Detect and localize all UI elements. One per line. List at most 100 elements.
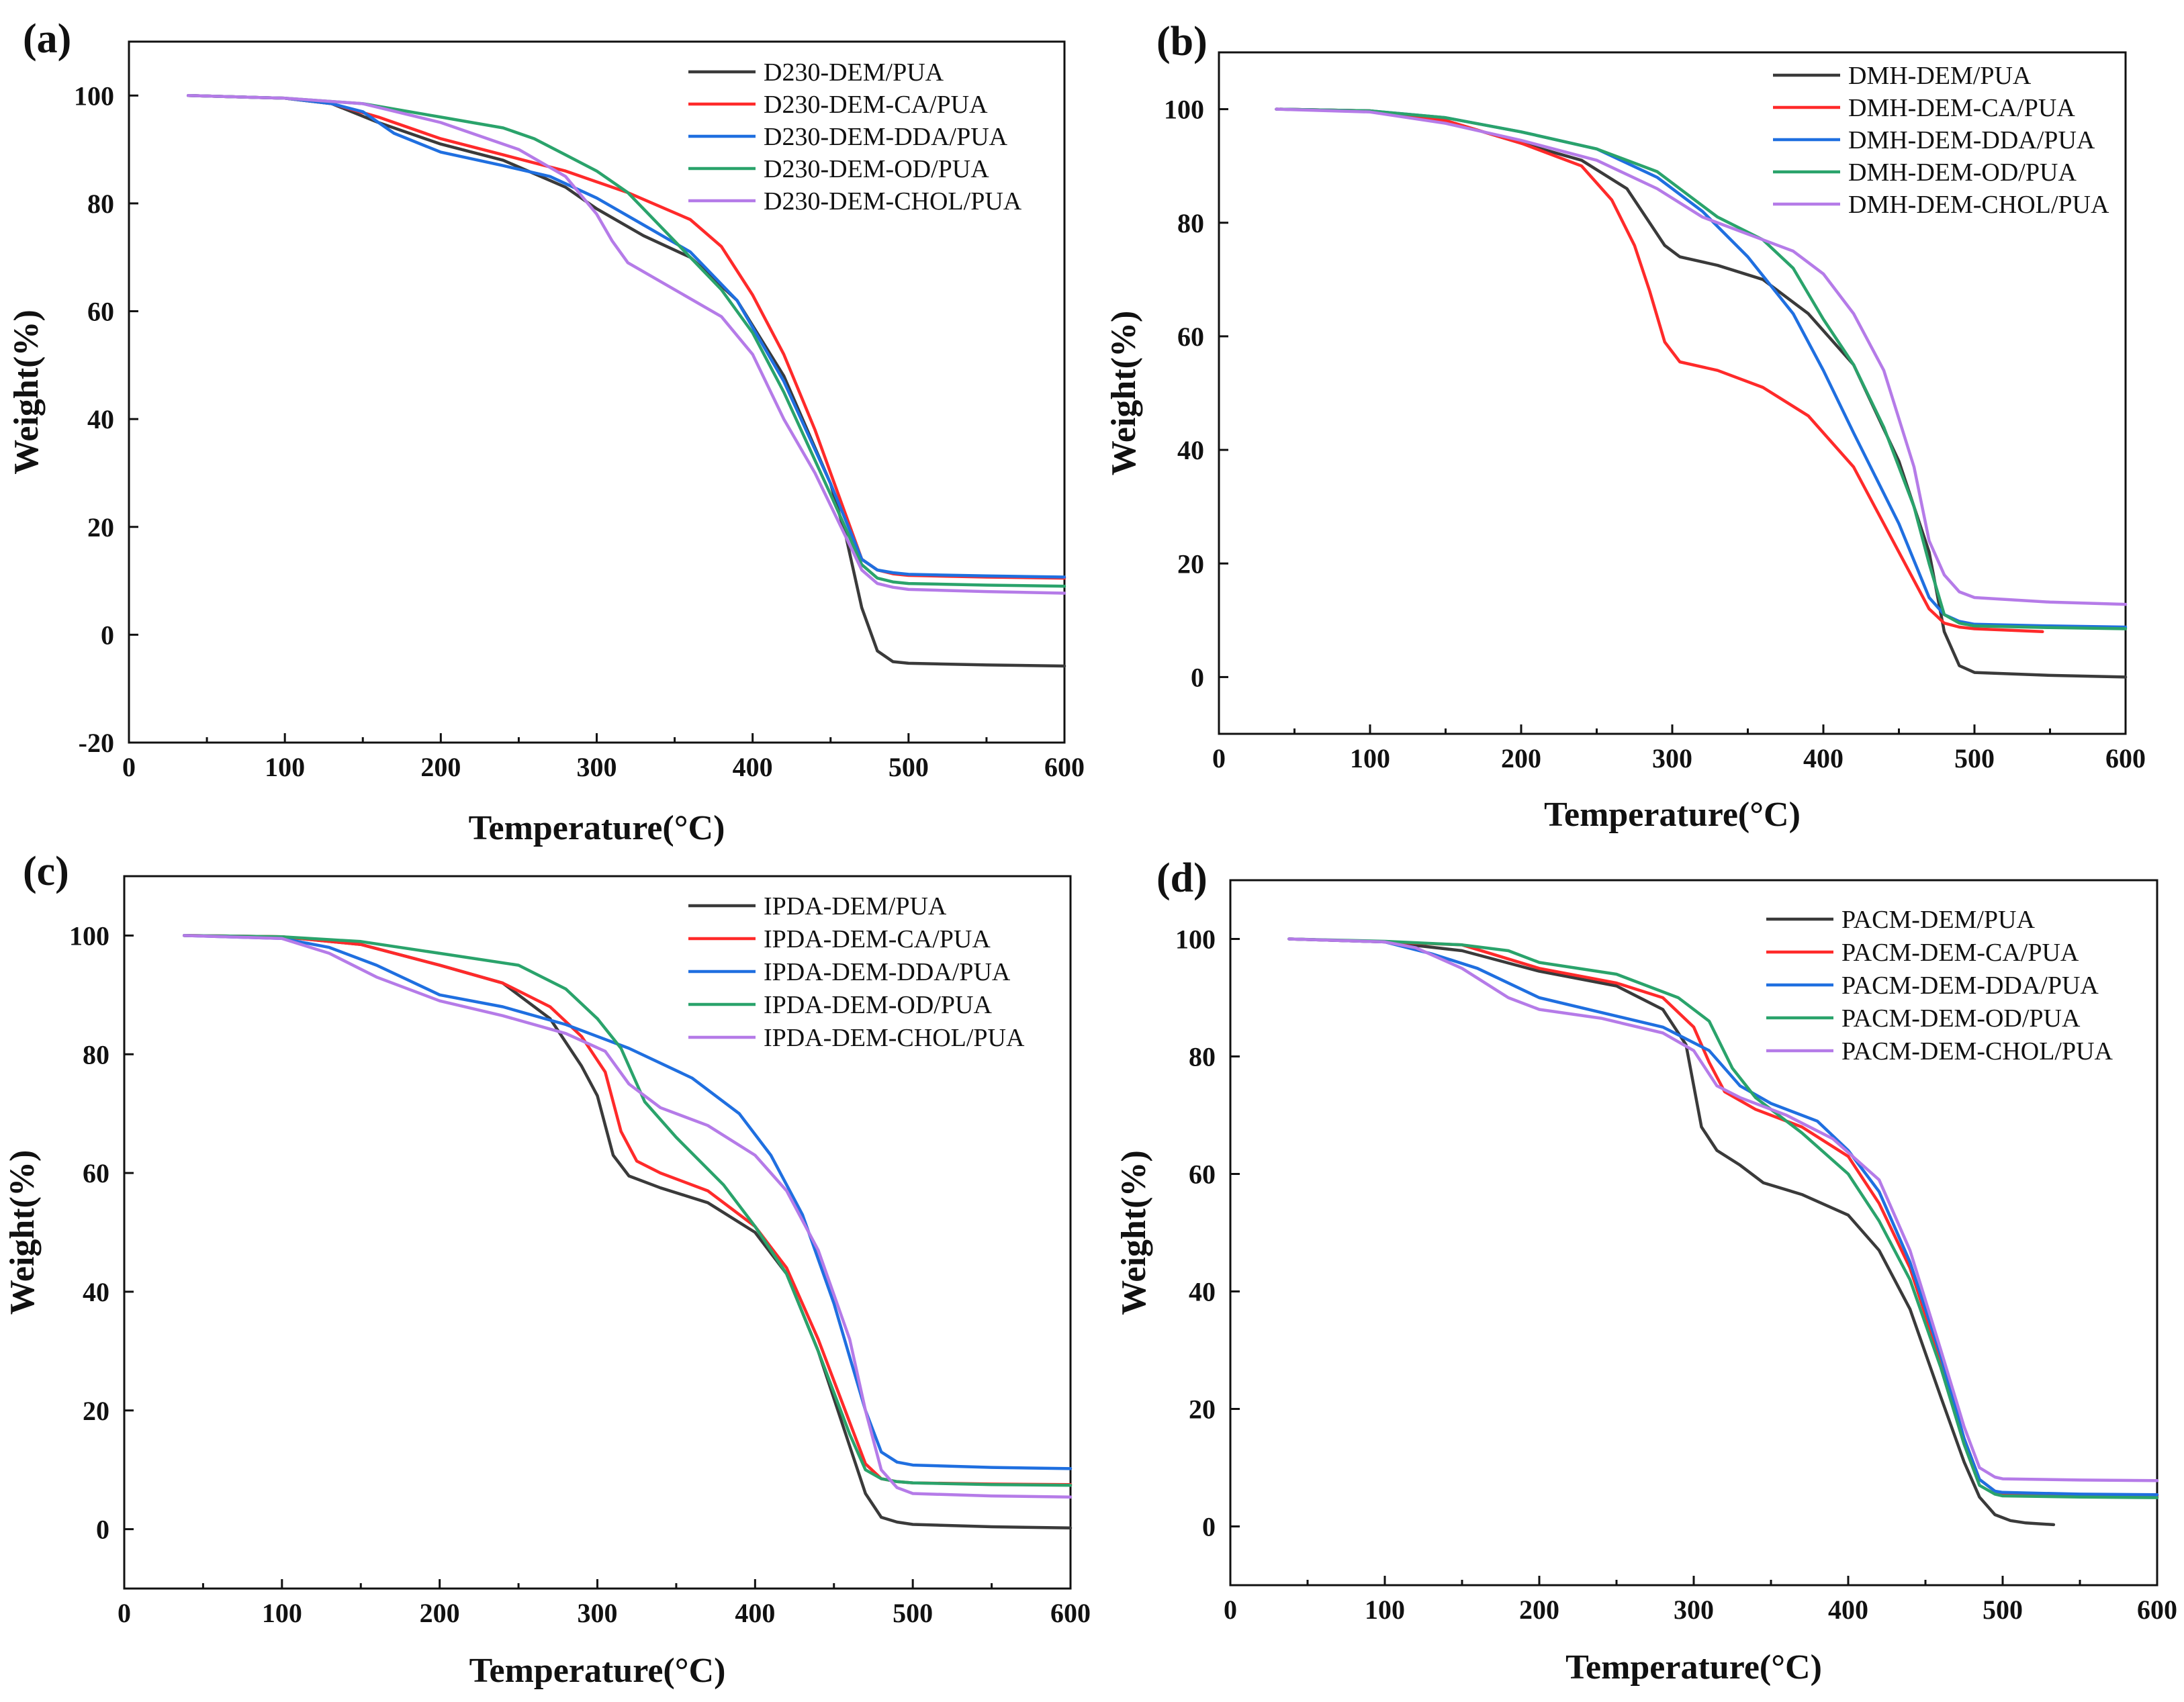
- panel-d: 0 100 200 300 400 500 600 0 20 40 60 80 100 Temperatu…: [1115, 855, 2177, 1687]
- x-tick-label: 400: [1803, 743, 1844, 773]
- legend-label: DMH-DEM-CA/PUA: [1848, 94, 2075, 122]
- legend-label: D230-DEM-DDA/PUA: [764, 123, 1008, 151]
- y-tick-label: 80: [1189, 1042, 1216, 1072]
- x-tick-label: 0: [118, 1598, 131, 1628]
- x-axis-title: Temperature(°C): [1565, 1648, 1822, 1687]
- series-line: [182, 934, 1073, 1499]
- x-tick-label: 400: [733, 752, 773, 782]
- x-tick-label: 600: [2105, 743, 2146, 773]
- panel-letter: (c): [23, 849, 69, 894]
- x-tick-label: 400: [735, 1598, 775, 1628]
- y-tick-label: 60: [83, 1158, 109, 1188]
- x-tick-label: 100: [262, 1598, 302, 1628]
- y-tick-label: -20: [79, 728, 114, 758]
- x-tick-label: 200: [420, 1598, 460, 1628]
- x-tick-label: 600: [1050, 1598, 1091, 1628]
- y-tick-label: 40: [83, 1277, 109, 1307]
- y-tick-label: 20: [83, 1396, 109, 1426]
- x-axis-title: Temperature(°C): [469, 1652, 726, 1690]
- y-tick-label: 60: [87, 297, 114, 327]
- legend-label: DMH-DEM-OD/PUA: [1848, 158, 2077, 187]
- x-axis-title: Temperature(°C): [469, 809, 725, 847]
- legend-label: DMH-DEM-DDA/PUA: [1848, 126, 2095, 154]
- legend-label: PACM-DEM-DDA/PUA: [1841, 972, 2099, 1000]
- series-line: [1287, 937, 2159, 1482]
- x-tick-label: 0: [1224, 1595, 1237, 1625]
- series-line: [1275, 107, 2044, 634]
- series-line: [1275, 107, 2128, 630]
- y-tick-label: 40: [1177, 435, 1204, 465]
- x-tick-label: 300: [578, 1598, 618, 1628]
- legend-label: D230-DEM-OD/PUA: [764, 155, 989, 183]
- y-axis-title: Weight(%): [3, 1150, 42, 1315]
- y-tick-label: 60: [1177, 322, 1204, 352]
- panel-c: 0 100 200 300 400 500 600 0 20 40 60 80 100 Temperatu…: [3, 849, 1091, 1690]
- x-axis-title: Temperature(°C): [1544, 796, 1801, 834]
- plot-frame: [1218, 51, 2127, 735]
- y-tick-label: 20: [1189, 1394, 1216, 1425]
- legend-label: PACM-DEM-CA/PUA: [1841, 939, 2079, 967]
- legend-label: D230-DEM-CHOL/PUA: [764, 187, 1022, 216]
- y-tick-label: 40: [1189, 1277, 1216, 1307]
- x-tick-label: 500: [889, 752, 929, 782]
- legend-label: IPDA-DEM-CHOL/PUA: [764, 1024, 1025, 1052]
- legend-label: PACM-DEM/PUA: [1841, 906, 2035, 934]
- x-tick-label: 0: [122, 752, 136, 782]
- y-tick-label: 0: [101, 620, 114, 650]
- y-axis-title: Weight(%): [7, 310, 46, 475]
- x-tick-label: 300: [577, 752, 617, 782]
- x-tick-label: 300: [1674, 1595, 1714, 1625]
- panel-letter: (a): [23, 16, 71, 62]
- y-tick-label: 20: [1177, 549, 1204, 579]
- x-tick-label: 400: [1828, 1595, 1868, 1625]
- x-tick-label: 200: [420, 752, 461, 782]
- legend-label: IPDA-DEM-CA/PUA: [764, 925, 991, 953]
- y-tick-label: 0: [1202, 1512, 1216, 1542]
- series-line: [1287, 937, 2159, 1497]
- x-tick-label: 600: [1044, 752, 1085, 782]
- series-line: [186, 94, 1066, 595]
- series-line: [182, 934, 1073, 1470]
- y-tick-label: 0: [1191, 662, 1204, 692]
- legend-label: D230-DEM/PUA: [764, 58, 944, 87]
- legend-label: DMH-DEM/PUA: [1848, 62, 2032, 90]
- legend-label: IPDA-DEM-OD/PUA: [764, 991, 992, 1019]
- x-tick-label: 0: [1212, 743, 1226, 773]
- x-tick-label: 200: [1501, 743, 1541, 773]
- y-tick-label: 80: [1177, 208, 1204, 238]
- y-tick-label: 20: [87, 512, 114, 542]
- series-line: [186, 94, 1066, 668]
- panel-a: 0 100 200 300 400 500 600 -20 0 20 40 60 80 100 Temper…: [7, 16, 1085, 847]
- panel-letter: (b): [1156, 19, 1208, 64]
- series-line: [1287, 937, 2159, 1499]
- y-tick-label: 60: [1189, 1160, 1216, 1190]
- legend-label: DMH-DEM-CHOL/PUA: [1848, 191, 2109, 219]
- y-tick-label: 0: [96, 1515, 109, 1545]
- legend-label: D230-DEM-CA/PUA: [764, 91, 988, 119]
- x-tick-label: 600: [2137, 1595, 2177, 1625]
- x-tick-label: 300: [1652, 743, 1692, 773]
- y-axis-title: Weight(%): [1105, 311, 1143, 476]
- y-tick-label: 100: [69, 920, 109, 951]
- y-tick-label: 100: [1175, 925, 1216, 955]
- x-tick-label: 500: [1954, 743, 1995, 773]
- y-tick-label: 100: [1164, 95, 1204, 125]
- legend-label: IPDA-DEM-DDA/PUA: [764, 958, 1011, 986]
- legend-label: PACM-DEM-CHOL/PUA: [1841, 1037, 2113, 1066]
- x-tick-label: 500: [1983, 1595, 2023, 1625]
- legend-label: PACM-DEM-OD/PUA: [1841, 1004, 2081, 1033]
- y-tick-label: 100: [74, 81, 114, 111]
- series-line: [1287, 937, 2056, 1527]
- series-line: [1275, 107, 2128, 606]
- series-line: [186, 94, 1066, 579]
- y-tick-label: 80: [87, 189, 114, 219]
- panel-letter: (d): [1156, 855, 1208, 901]
- legend-label: IPDA-DEM/PUA: [764, 892, 947, 920]
- x-tick-label: 100: [265, 752, 305, 782]
- series-line: [186, 94, 1066, 588]
- y-tick-label: 40: [87, 404, 114, 434]
- x-tick-label: 100: [1350, 743, 1390, 773]
- y-tick-label: 80: [83, 1039, 109, 1070]
- x-tick-label: 500: [893, 1598, 933, 1628]
